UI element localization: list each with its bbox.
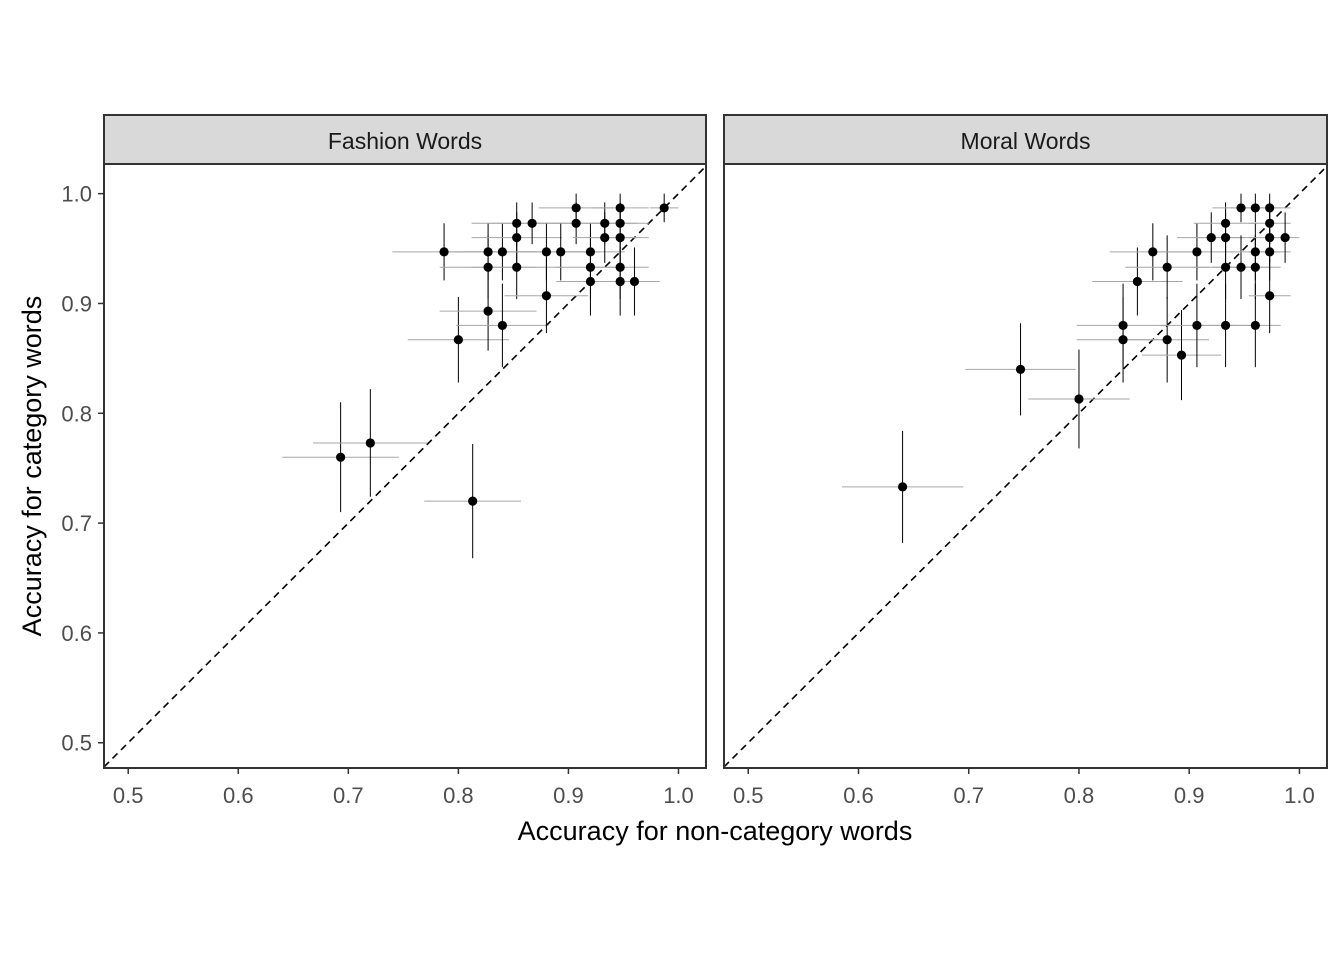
x-tick-label: 0.5 <box>113 783 144 808</box>
data-point <box>439 247 449 257</box>
data-point <box>585 247 596 257</box>
data-point <box>1220 320 1231 331</box>
data-point <box>1074 394 1084 404</box>
panel-border <box>723 163 1328 769</box>
x-axis-title: Accuracy for non-category words <box>518 816 913 846</box>
data-point <box>600 218 610 228</box>
panel-2: Moral Words 0.5 0.6 0.7 0.8 0.9 1.0 <box>723 114 1328 808</box>
data-point <box>1265 247 1275 257</box>
data-point <box>497 247 507 257</box>
data-point <box>512 262 522 272</box>
y-tick-label: 0.5 <box>61 731 92 756</box>
data-point <box>1236 203 1246 213</box>
data-point <box>1265 291 1275 301</box>
y-axis-title: Accuracy for category words <box>17 296 47 637</box>
panel-1: Fashion Words 0.5 0.6 0.7 0.8 0.9 1.0 0.5 0.6 0.7… <box>61 114 707 808</box>
y-tick-label: 0.8 <box>61 401 92 426</box>
data-point <box>1162 262 1172 272</box>
data-point <box>1148 247 1158 257</box>
y-tick-label: 0.7 <box>61 511 92 536</box>
data-point <box>1192 320 1202 331</box>
data-point <box>512 232 522 243</box>
data-point <box>615 218 625 228</box>
reference-line-y-equals-x <box>104 165 706 768</box>
data-point <box>483 306 493 316</box>
data-point <box>1220 218 1231 228</box>
data-point <box>1265 203 1275 213</box>
data-point <box>1280 232 1290 243</box>
facet-strip <box>103 114 707 165</box>
x-tick-label: 0.9 <box>1174 783 1205 808</box>
facet-strip <box>723 114 1328 165</box>
x-tick-label: 0.6 <box>843 783 874 808</box>
data-point <box>585 262 596 272</box>
data-point <box>1220 262 1231 272</box>
x-tick-label: 1.0 <box>1284 783 1315 808</box>
data-point <box>365 438 375 448</box>
y-tick-label: 1.0 <box>61 182 92 207</box>
data-point <box>571 218 581 228</box>
data-point <box>1250 247 1260 257</box>
data-point <box>1265 232 1275 243</box>
y-tick-label: 0.9 <box>61 291 92 316</box>
data-point <box>1250 320 1260 331</box>
data-point <box>1250 262 1260 272</box>
x-tick-label: 0.6 <box>223 783 254 808</box>
data-point <box>1220 232 1231 243</box>
data-point <box>527 218 537 228</box>
x-tick-label: 0.7 <box>953 783 984 808</box>
data-point <box>541 291 552 301</box>
data-point <box>1192 247 1202 257</box>
data-point <box>556 247 566 257</box>
x-tick-label: 0.8 <box>443 783 474 808</box>
y-tick-label: 0.6 <box>61 621 92 646</box>
x-tick-label: 0.9 <box>553 783 584 808</box>
plot-area <box>104 165 706 768</box>
data-point <box>497 320 507 331</box>
data-point <box>541 247 552 257</box>
plot-area <box>724 165 1327 768</box>
data-point <box>483 247 493 257</box>
data-point <box>1015 364 1026 374</box>
data-point <box>615 262 625 272</box>
data-point <box>1176 350 1187 360</box>
x-tick-label: 0.5 <box>733 783 764 808</box>
data-point <box>1250 203 1260 213</box>
data-point <box>336 452 346 462</box>
data-point <box>629 276 640 287</box>
data-point <box>453 335 463 345</box>
facet-strip-label: Fashion Words <box>328 128 482 154</box>
data-point <box>615 203 625 213</box>
data-point <box>1118 320 1128 331</box>
x-tick-label: 0.8 <box>1064 783 1095 808</box>
panel-border <box>103 163 707 769</box>
x-tick-label: 0.7 <box>333 783 364 808</box>
x-tick-label: 1.0 <box>663 783 694 808</box>
facet-strip-label: Moral Words <box>961 128 1091 154</box>
data-point <box>1132 276 1142 287</box>
data-point <box>512 218 522 228</box>
data-point <box>897 482 908 492</box>
data-point <box>1118 335 1128 345</box>
data-point <box>571 203 581 213</box>
data-point <box>483 262 493 272</box>
data-point <box>1265 218 1275 228</box>
data-point <box>615 276 625 287</box>
data-point <box>585 276 596 287</box>
data-point <box>1162 335 1172 345</box>
data-point <box>615 232 625 243</box>
data-point <box>1236 262 1246 272</box>
data-point <box>600 232 610 243</box>
data-point <box>1206 232 1216 243</box>
data-point <box>659 203 669 213</box>
data-point <box>468 496 478 506</box>
